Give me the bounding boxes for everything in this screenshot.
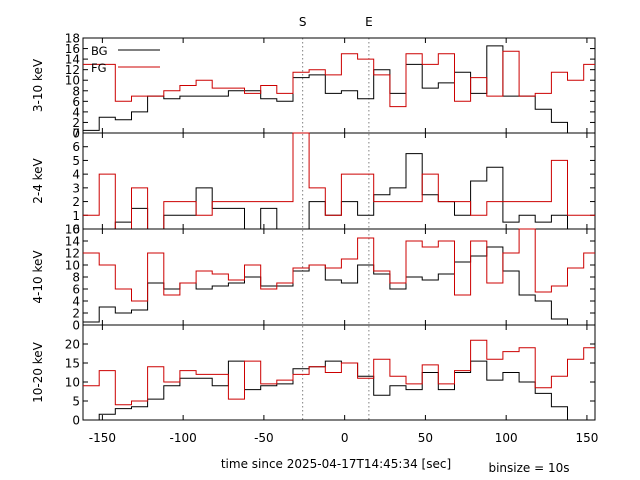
y-tick-label: 6 [72, 95, 80, 109]
legend-label-bg: BG [91, 44, 108, 58]
series-bg-step-line [83, 45, 595, 134]
y-tick-label: 14 [65, 53, 80, 67]
y-tick-label: 0 [72, 127, 80, 141]
marker-label-s: S [299, 15, 307, 29]
x-axis: -150 -100 -50 0 50 100 150 [89, 431, 599, 445]
series-fg-step-line [83, 339, 595, 406]
x-tick-label: -150 [89, 431, 116, 445]
y-tick-label: 10 [65, 376, 80, 390]
y-tick-label: 5 [72, 154, 80, 168]
x-axis-label: time since 2025-04-17T14:45:34 [sec] [221, 457, 451, 471]
y-tick-label: 5 [72, 395, 80, 409]
y-tick-label: 14 [65, 235, 80, 249]
y-tick-label: 12 [65, 63, 80, 77]
x-tick-label: 50 [418, 431, 433, 445]
x-tick-label: 0 [341, 431, 349, 445]
y-tick-label: 0 [72, 223, 80, 237]
y-tick-label: 20 [65, 338, 80, 352]
marker-label-e: E [365, 15, 373, 29]
series-bg-step-line [83, 153, 595, 230]
panel-frame [82, 132, 596, 230]
y-tick-label: 2 [72, 307, 80, 321]
y-tick-label: 8 [72, 84, 80, 98]
y-axis-label: 4-10 keV [31, 250, 45, 304]
binsize-label: binsize = 10s [488, 461, 569, 475]
y-tick-label: 0 [72, 319, 80, 333]
y-tick-label: 4 [72, 168, 80, 182]
y-tick-label: 3 [72, 181, 80, 195]
series-bg-step-line [83, 246, 595, 326]
series-bg-step-line [83, 360, 595, 421]
x-tick-label: -50 [254, 431, 274, 445]
y-tick-label: 8 [72, 271, 80, 285]
panel-frame [82, 37, 596, 134]
y-tick-label: 15 [65, 357, 80, 371]
y-tick-label: 18 [65, 32, 80, 46]
panel-frame [82, 324, 596, 421]
y-tick-label: 4 [72, 105, 80, 119]
legend: BG FG [91, 44, 160, 75]
y-axis-label: 10-20 keV [31, 341, 45, 403]
y-tick-label: 6 [72, 283, 80, 297]
y-tick-label: 2 [72, 116, 80, 130]
y-tick-label: 2 [72, 195, 80, 209]
x-tick-label: 150 [575, 431, 598, 445]
y-axis-label: 2-4 keV [31, 157, 45, 203]
y-tick-label: 4 [72, 295, 80, 309]
y-tick-label: 7 [72, 127, 80, 141]
y-tick-label: 12 [65, 247, 80, 261]
series-fg-step-line [83, 50, 595, 108]
y-tick-label: 16 [65, 42, 80, 56]
series-fg-step-line [83, 132, 595, 230]
series-fg-step-line [83, 228, 595, 302]
x-tick-label: 100 [495, 431, 518, 445]
panel-frame [82, 228, 596, 326]
y-tick-label: 1 [72, 209, 80, 223]
y-tick-label: 6 [72, 140, 80, 154]
y-tick-label: 10 [65, 259, 80, 273]
y-tick-label: 16 [65, 223, 80, 237]
x-tick-label: -100 [170, 431, 197, 445]
panel-4: 0 5 10 15 20 10-20 keV [31, 324, 596, 428]
y-tick-label: 10 [65, 74, 80, 88]
legend-label-fg: FG [91, 61, 107, 75]
y-axis-label: 3-10 keV [31, 58, 45, 112]
y-tick-label: 0 [72, 414, 80, 428]
